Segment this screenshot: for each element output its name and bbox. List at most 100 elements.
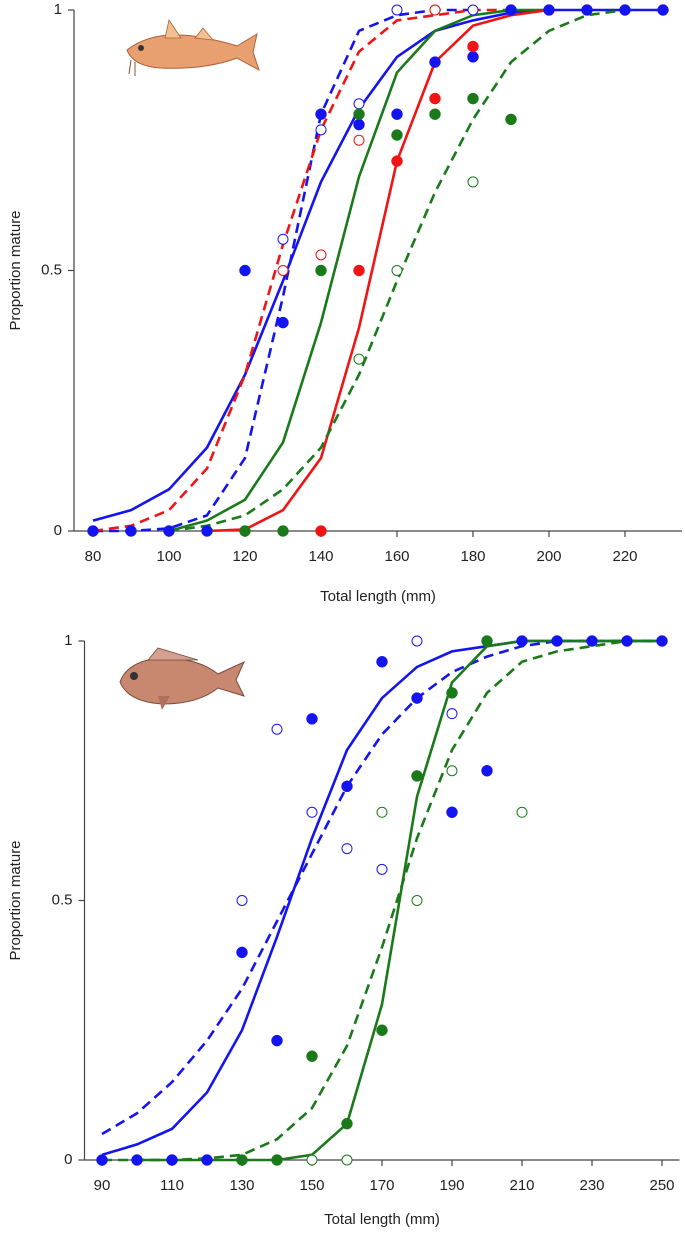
data-point [551,635,563,647]
data-point [411,692,423,704]
data-point [516,635,528,647]
data-point [353,118,365,131]
data-point [467,176,479,188]
x-axis-title: Total length (mm) [320,588,436,605]
data-point [236,895,248,906]
x-tick-label: 170 [369,1177,394,1194]
data-point [166,1154,178,1166]
data-point [481,765,493,777]
data-point [376,656,388,668]
data-point [376,863,388,875]
data-point [656,635,668,647]
data-point [239,525,251,537]
curve [92,8,663,522]
data-point [163,525,175,537]
curve [137,639,662,1162]
x-tick-label: 160 [384,548,409,565]
data-point [341,1154,353,1166]
data-point [446,806,458,819]
data-point [306,1050,318,1062]
data-point [277,525,289,537]
data-point [621,635,633,647]
data-point [657,4,669,16]
data-point [446,708,458,720]
data-point [353,353,365,365]
data-point [315,108,327,120]
fish-illustration [119,647,245,710]
x-tick-label: 250 [649,1177,674,1194]
data-point [467,4,479,16]
x-tick-label: 130 [229,1177,254,1194]
data-point [306,806,318,818]
data-point [543,4,555,16]
data-point [581,4,593,16]
data-point [239,264,251,277]
data-point [446,687,458,699]
curve [168,8,549,533]
curve [206,8,550,533]
data-point [277,233,289,245]
data-point [125,525,137,537]
data-point [236,946,248,959]
data-point [429,56,441,68]
data-point [131,1154,143,1166]
y-tick-label: 0.5 [52,891,73,908]
data-point [505,4,517,16]
data-point [481,635,493,647]
data-point [306,713,318,725]
data-point [391,155,403,167]
data-point [271,723,283,735]
data-point [353,134,365,146]
data-point [201,1154,213,1166]
curve [101,639,662,1157]
data-point [376,1024,388,1036]
x-tick-label: 220 [612,548,637,565]
y-axis-title: Proportion mature [7,840,24,960]
x-tick-label: 230 [579,1177,604,1194]
y-tick-label: 0.5 [41,261,62,278]
data-point [505,113,517,126]
data-point [467,92,479,105]
x-tick-label: 140 [308,548,333,565]
x-tick-label: 90 [94,1177,111,1194]
data-point [619,4,631,16]
data-point [277,316,289,329]
data-point [353,98,365,110]
y-tick-label: 1 [64,632,72,649]
curve [102,639,662,1162]
data-point [277,265,289,276]
data-point [411,635,423,647]
x-tick-label: 150 [299,1177,324,1194]
curve [168,8,626,533]
curve [92,8,511,533]
data-point [586,635,598,647]
y-axis-title: Proportion mature [7,210,24,330]
data-point [391,4,403,16]
data-point [315,264,327,277]
data-point [315,124,327,136]
data-point [411,770,423,782]
data-point [201,525,213,537]
fish-illustration [126,18,260,76]
data-point [341,1117,353,1130]
data-point [236,1154,248,1166]
data-point [467,51,479,63]
data-point [306,1154,318,1166]
data-point [315,249,327,261]
data-point [315,525,327,537]
x-axis-title: Total length (mm) [324,1211,440,1228]
data-point [376,806,388,818]
x-tick-label: 100 [156,548,181,565]
x-tick-label: 200 [536,548,561,565]
data-point [391,265,403,276]
y-tick-label: 1 [54,1,62,18]
data-point [353,264,365,277]
curve [101,639,662,1136]
x-tick-label: 190 [439,1177,464,1194]
x-tick-label: 120 [232,548,257,565]
y-tick-label: 0 [54,522,62,539]
data-point [411,895,423,906]
data-point [271,1154,283,1166]
data-point [341,780,353,793]
